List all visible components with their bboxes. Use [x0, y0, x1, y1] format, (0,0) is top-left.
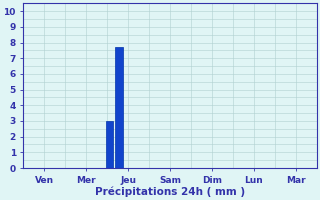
Bar	[115, 47, 123, 168]
X-axis label: Précipitations 24h ( mm ): Précipitations 24h ( mm )	[95, 186, 245, 197]
Bar	[106, 121, 113, 168]
